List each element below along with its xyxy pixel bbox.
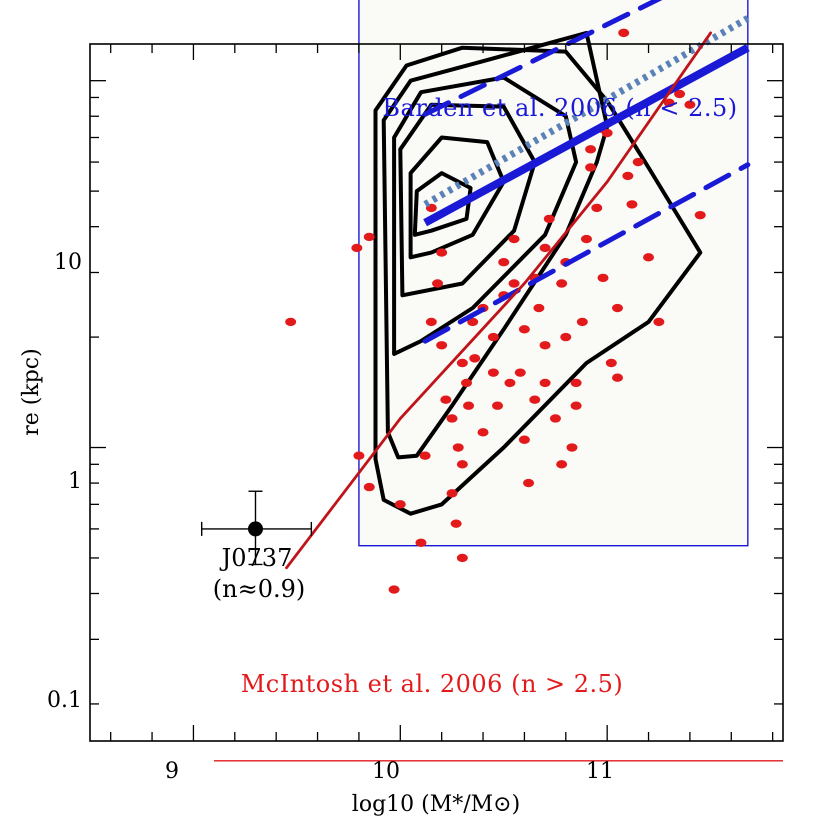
red-point-53 <box>643 253 655 262</box>
red-point-35 <box>543 214 555 224</box>
red-point-40 <box>566 443 578 452</box>
red-point-76 <box>446 489 458 498</box>
red-point-52 <box>632 157 644 167</box>
red-point-63 <box>518 435 530 444</box>
red-point-3 <box>363 482 375 492</box>
red-point-12 <box>436 341 448 350</box>
red-point-50 <box>622 171 634 181</box>
red-point-18 <box>456 553 468 563</box>
red-point-37 <box>556 279 568 288</box>
red-point-51 <box>626 200 638 209</box>
target-sersic-label: (n≈0.9) <box>213 575 305 603</box>
red-point-1 <box>285 317 297 327</box>
red-point-26 <box>504 378 516 388</box>
red-point-44 <box>585 163 597 172</box>
red-point-30 <box>523 478 535 488</box>
red-point-60 <box>467 317 479 327</box>
x-tick-label-11: 11 <box>586 759 614 784</box>
red-point-11 <box>425 317 437 327</box>
target-name-label: J0737 <box>219 544 293 572</box>
red-point-67 <box>570 401 582 410</box>
red-point-8 <box>415 538 427 547</box>
red-point-57 <box>684 100 696 109</box>
red-point-55 <box>663 98 675 108</box>
red-point-32 <box>533 303 545 313</box>
red-point-75 <box>419 451 431 460</box>
red-point-49 <box>612 303 624 313</box>
red-point-29 <box>518 325 530 334</box>
red-point-54 <box>653 317 665 327</box>
red-point-33 <box>539 341 551 350</box>
target-point <box>247 521 263 537</box>
barden-fit-lower-dashed <box>422 162 751 344</box>
red-point-65 <box>539 378 551 388</box>
y-tick-label-0.1: 0.1 <box>47 688 82 713</box>
red-point-73 <box>432 279 444 288</box>
red-point-25 <box>498 258 510 267</box>
red-point-23 <box>487 332 499 342</box>
x-tick-label-10: 10 <box>372 759 400 784</box>
red-point-43 <box>580 234 592 244</box>
red-point-41 <box>570 378 582 388</box>
red-point-6 <box>394 500 406 509</box>
red-point-46 <box>597 273 609 283</box>
contour-6 <box>412 171 473 237</box>
red-point-70 <box>585 145 597 154</box>
red-point-56 <box>674 89 686 99</box>
mcintosh-fit-line <box>285 31 712 570</box>
red-point-69 <box>618 28 630 38</box>
red-point-15 <box>452 443 464 452</box>
red-point-14 <box>446 414 458 423</box>
red-point-61 <box>492 401 504 410</box>
red-point-10 <box>436 248 448 257</box>
red-point-58 <box>694 210 706 220</box>
red-point-36 <box>549 414 561 423</box>
red-point-48 <box>605 358 617 368</box>
red-point-31 <box>529 395 541 404</box>
y-tick-label-1: 1 <box>68 469 82 494</box>
red-point-21 <box>477 428 489 437</box>
mcintosh-legend: McIntosh et al. 2006 (n > 2.5) <box>241 670 624 698</box>
barden-fit-solid <box>423 44 750 227</box>
y-axis-title: re (kpc) <box>19 348 44 435</box>
red-point-27 <box>508 279 520 288</box>
red-point-62 <box>508 234 520 244</box>
barden-fit-upper-dashed <box>422 0 663 117</box>
red-point-34 <box>539 243 551 253</box>
red-point-42 <box>576 317 588 327</box>
red-point-2 <box>353 451 365 460</box>
red-point-13 <box>440 395 452 404</box>
red-point-68 <box>612 373 624 382</box>
red-point-5 <box>363 232 375 242</box>
contour-1 <box>373 45 703 516</box>
red-point-28 <box>514 368 526 377</box>
x-axis-title: log10 (M*/M⊙) <box>352 792 520 817</box>
red-point-4 <box>351 243 363 253</box>
red-point-7 <box>388 585 400 594</box>
red-point-19 <box>460 378 472 388</box>
y-tick-label-10: 10 <box>54 250 82 275</box>
red-point-74 <box>463 401 475 410</box>
contour-4 <box>398 102 537 298</box>
red-point-20 <box>469 354 481 363</box>
red-point-17 <box>450 519 462 528</box>
axes-frame <box>89 43 784 742</box>
red-point-59 <box>456 358 468 368</box>
red-point-45 <box>591 203 603 213</box>
red-point-72 <box>487 368 499 377</box>
red-point-16 <box>456 460 468 469</box>
barden-legend: Barden et al. 2006 (n < 2.5) <box>382 94 737 122</box>
red-point-38 <box>556 460 568 469</box>
red-point-66 <box>560 332 572 342</box>
contour-2 <box>381 30 610 460</box>
x-tick-label-9: 9 <box>165 759 179 784</box>
